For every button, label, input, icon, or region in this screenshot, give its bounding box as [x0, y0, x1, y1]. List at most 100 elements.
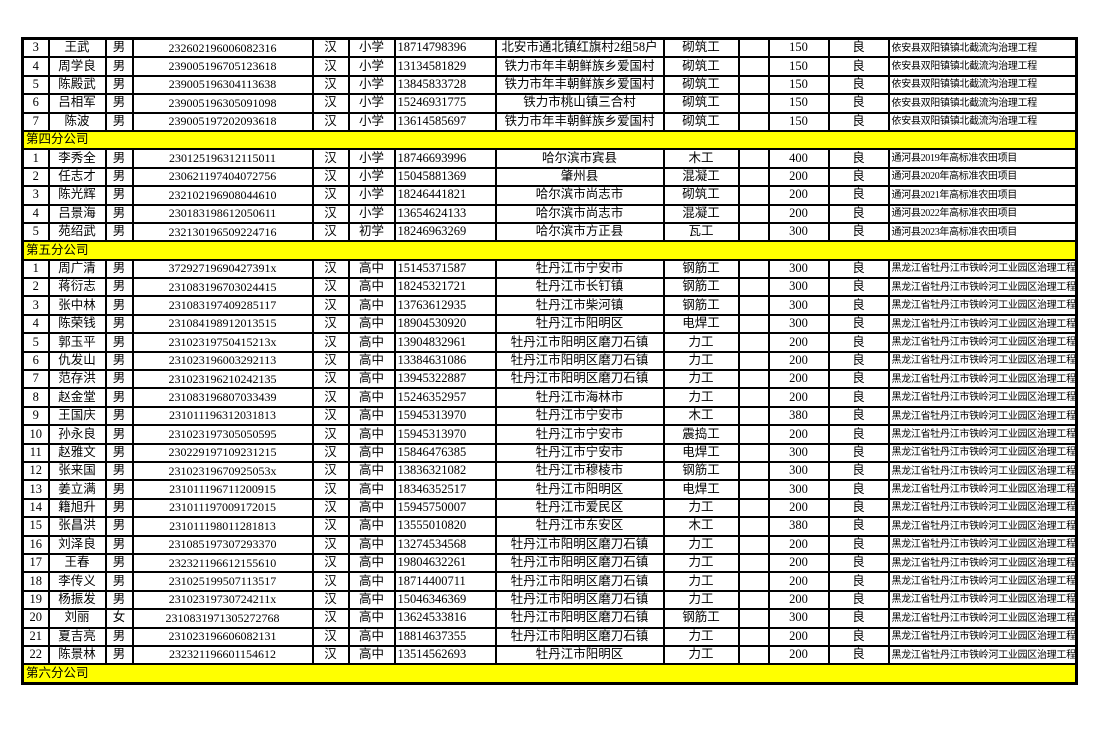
- daily-wage-cell[interactable]: 200: [767, 166, 830, 188]
- education-cell[interactable]: 初学: [347, 221, 396, 243]
- phone-cell[interactable]: 13614585697: [393, 111, 497, 132]
- blank-cell[interactable]: [737, 552, 770, 574]
- daily-wage-cell[interactable]: 200: [767, 350, 830, 372]
- gender-cell[interactable]: 男: [104, 332, 134, 353]
- project-name-cell[interactable]: 黑龙江省牡丹江市铁岭河工业园区治理工程: [887, 626, 1078, 647]
- gender-cell[interactable]: 男: [104, 221, 134, 243]
- worker-name-cell[interactable]: 张中林: [47, 295, 107, 316]
- gender-cell[interactable]: 男: [104, 277, 134, 298]
- job-type-cell[interactable]: 木工: [662, 405, 740, 427]
- blank-cell[interactable]: [737, 405, 770, 427]
- blank-cell[interactable]: [737, 516, 770, 537]
- blank-cell[interactable]: [737, 332, 770, 353]
- daily-wage-cell[interactable]: 300: [767, 313, 830, 335]
- phone-cell[interactable]: 18904530920: [393, 313, 497, 335]
- daily-wage-cell[interactable]: 400: [767, 148, 830, 169]
- job-type-cell[interactable]: 力工: [662, 644, 740, 666]
- job-type-cell[interactable]: 力工: [662, 626, 740, 647]
- rating-cell[interactable]: 良: [827, 608, 890, 629]
- worker-name-cell[interactable]: 王春: [47, 552, 107, 574]
- ethnicity-cell[interactable]: 汉: [311, 552, 350, 574]
- job-type-cell[interactable]: 力工: [662, 571, 740, 592]
- daily-wage-cell[interactable]: 300: [767, 479, 830, 500]
- ethnicity-cell[interactable]: 汉: [311, 203, 350, 224]
- address-cell[interactable]: 牡丹江市穆棱市: [494, 460, 665, 482]
- job-type-cell[interactable]: 电焊工: [662, 442, 740, 464]
- id-number-cell[interactable]: 232321196601154612: [131, 644, 314, 666]
- job-type-cell[interactable]: 瓦工: [662, 221, 740, 243]
- id-number-cell[interactable]: 231011198011281813: [131, 516, 314, 537]
- address-cell[interactable]: 牡丹江市宁安市: [494, 405, 665, 427]
- worker-name-cell[interactable]: 李秀全: [47, 148, 107, 169]
- rating-cell[interactable]: 良: [827, 74, 890, 96]
- job-type-cell[interactable]: 力工: [662, 497, 740, 519]
- ethnicity-cell[interactable]: 汉: [311, 460, 350, 482]
- worker-name-cell[interactable]: 夏吉亮: [47, 626, 107, 647]
- id-number-cell[interactable]: 231011196312031813: [131, 405, 314, 427]
- id-number-cell[interactable]: 239005197202093618: [131, 111, 314, 132]
- job-type-cell[interactable]: 木工: [662, 516, 740, 537]
- worker-name-cell[interactable]: 陈波: [47, 111, 107, 132]
- education-cell[interactable]: 高中: [347, 479, 396, 500]
- id-number-cell[interactable]: 239005196305091098: [131, 93, 314, 114]
- daily-wage-cell[interactable]: 200: [767, 552, 830, 574]
- id-number-cell[interactable]: 231084198912013515: [131, 313, 314, 335]
- worker-name-cell[interactable]: 郭玉平: [47, 332, 107, 353]
- ethnicity-cell[interactable]: 汉: [311, 221, 350, 243]
- education-cell[interactable]: 高中: [347, 589, 396, 611]
- education-cell[interactable]: 小学: [347, 148, 396, 169]
- id-number-cell[interactable]: 37292719690427391x: [131, 258, 314, 280]
- row-number-cell[interactable]: 6: [21, 93, 50, 114]
- id-number-cell[interactable]: 230621197404072756: [131, 166, 314, 188]
- education-cell[interactable]: 高中: [347, 405, 396, 427]
- gender-cell[interactable]: 男: [104, 516, 134, 537]
- rating-cell[interactable]: 良: [827, 295, 890, 316]
- address-cell[interactable]: 北安市通北镇红旗村2组58户: [494, 37, 665, 59]
- daily-wage-cell[interactable]: 150: [767, 74, 830, 96]
- project-name-cell[interactable]: 依安县双阳镇镇北截流沟治理工程: [887, 93, 1078, 114]
- address-cell[interactable]: 牡丹江市宁安市: [494, 442, 665, 464]
- daily-wage-cell[interactable]: 300: [767, 460, 830, 482]
- row-number-cell[interactable]: 1: [21, 148, 50, 169]
- blank-cell[interactable]: [737, 203, 770, 224]
- blank-cell[interactable]: [737, 479, 770, 500]
- row-number-cell[interactable]: 5: [21, 221, 50, 243]
- project-name-cell[interactable]: 黑龙江省牡丹江市铁岭河工业园区治理工程: [887, 350, 1078, 372]
- phone-cell[interactable]: 13654624133: [393, 203, 497, 224]
- education-cell[interactable]: 高中: [347, 369, 396, 390]
- row-number-cell[interactable]: 1: [21, 258, 50, 280]
- blank-cell[interactable]: [737, 277, 770, 298]
- education-cell[interactable]: 高中: [347, 258, 396, 280]
- address-cell[interactable]: 牡丹江市阳明区磨刀石镇: [494, 552, 665, 574]
- blank-cell[interactable]: [737, 424, 770, 445]
- blank-cell[interactable]: [737, 442, 770, 464]
- gender-cell[interactable]: 男: [104, 552, 134, 574]
- worker-name-cell[interactable]: 苑绍武: [47, 221, 107, 243]
- blank-cell[interactable]: [737, 37, 770, 59]
- daily-wage-cell[interactable]: 380: [767, 516, 830, 537]
- education-cell[interactable]: 小学: [347, 74, 396, 96]
- address-cell[interactable]: 牡丹江市阳明区磨刀石镇: [494, 608, 665, 629]
- rating-cell[interactable]: 良: [827, 589, 890, 611]
- blank-cell[interactable]: [737, 571, 770, 592]
- job-type-cell[interactable]: 砌筑工: [662, 74, 740, 96]
- id-number-cell[interactable]: 230183198612050611: [131, 203, 314, 224]
- address-cell[interactable]: 哈尔滨市尚志市: [494, 203, 665, 224]
- phone-cell[interactable]: 18714798396: [393, 37, 497, 59]
- project-name-cell[interactable]: 黑龙江省牡丹江市铁岭河工业园区治理工程: [887, 277, 1078, 298]
- rating-cell[interactable]: 良: [827, 148, 890, 169]
- gender-cell[interactable]: 男: [104, 571, 134, 592]
- rating-cell[interactable]: 良: [827, 424, 890, 445]
- daily-wage-cell[interactable]: 200: [767, 332, 830, 353]
- job-type-cell[interactable]: 力工: [662, 534, 740, 555]
- worker-name-cell[interactable]: 范存洪: [47, 369, 107, 390]
- worker-name-cell[interactable]: 任志才: [47, 166, 107, 188]
- id-number-cell[interactable]: 231025199507113517: [131, 571, 314, 592]
- project-name-cell[interactable]: 黑龙江省牡丹江市铁岭河工业园区治理工程: [887, 258, 1078, 280]
- id-number-cell[interactable]: 232130196509224716: [131, 221, 314, 243]
- ethnicity-cell[interactable]: 汉: [311, 442, 350, 464]
- gender-cell[interactable]: 男: [104, 93, 134, 114]
- blank-cell[interactable]: [737, 74, 770, 96]
- project-name-cell[interactable]: 黑龙江省牡丹江市铁岭河工业园区治理工程: [887, 460, 1078, 482]
- job-type-cell[interactable]: 砌筑工: [662, 111, 740, 132]
